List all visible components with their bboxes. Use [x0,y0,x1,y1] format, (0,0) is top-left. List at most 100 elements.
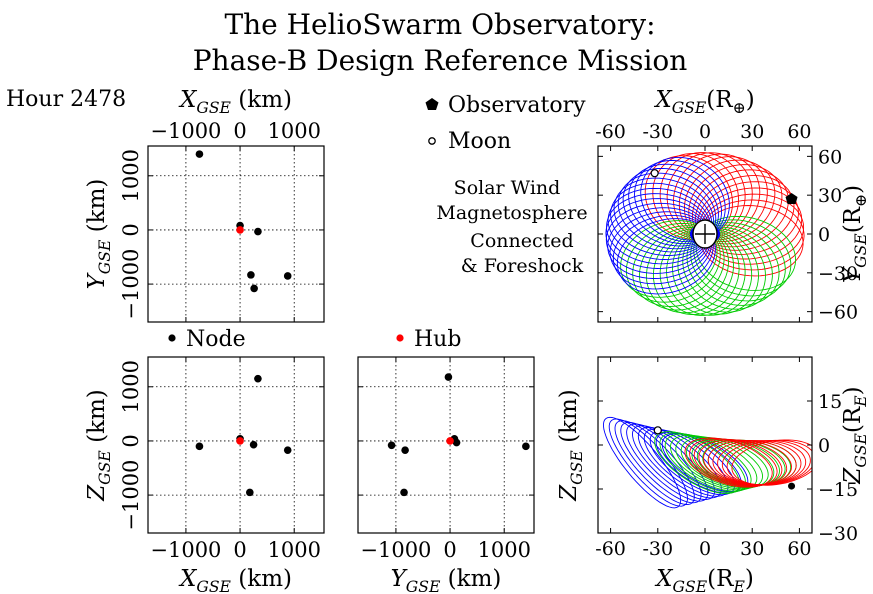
xy-re-panel: -60 -30 0 30 60 −60 −30 0 30 60 XGSE(R⊕) YGSE(R⊕) [595,87,869,324]
y-axis-label: ZGSE (km) [556,389,586,502]
moon-legend-marker [428,137,436,145]
magnetosphere-orbit [661,432,749,493]
connected-label: Connected [470,230,573,252]
magnetosphere-orbit [643,428,729,497]
moon-marker [653,426,662,435]
node-point [400,488,408,497]
y-tick-label: 60 [818,146,842,168]
y-axis-label: YGSE(R⊕) [840,185,870,283]
connected-orbit [664,433,752,492]
hub-point [446,437,454,445]
x-tick-label: −1000 [150,119,221,143]
magnetosphere-orbit [655,431,742,494]
node-point [246,488,254,497]
solar-wind-orbit [721,440,811,486]
y-tick-label: −1000 [119,249,143,320]
plot-frame [357,356,535,534]
x-tick-label: 30 [740,121,764,143]
figure-title-line2: Phase-B Design Reference Mission [193,44,688,77]
x-tick-label: 1000 [267,538,320,562]
y-tick-label: 1000 [119,149,143,202]
node-legend-label: Node [186,327,246,352]
y-tick-label: 1000 [119,360,143,413]
x-axis-label: XGSE(RE) [654,566,754,594]
x-tick-label: −1000 [360,538,431,562]
solar-wind-orbit [731,439,812,486]
node-point [283,446,292,454]
hub-legend-marker [396,334,404,342]
node-point [195,442,204,451]
x-tick-label: 1000 [477,538,530,562]
magnetosphere-orbit [620,421,702,504]
connected-orbit [670,434,758,491]
hub-legend-label: Hub [414,327,461,352]
y-tick-label: 0 [119,434,143,447]
node-point [452,438,461,447]
orbit-tracks [603,416,812,509]
node-point [387,441,396,450]
moon-legend-label: Moon [448,129,511,154]
y-tick-label: −15 [818,479,858,501]
node-point [247,271,255,279]
magnetosphere-orbit [626,423,709,502]
node-point [444,373,453,381]
y-tick-label: 0 [818,224,830,246]
y-tick-label: −60 [818,302,858,324]
node-point [249,440,258,449]
observatory-legend-label: Observatory [448,93,586,118]
x-axis-label: XGSE (km) [178,87,292,117]
yz-km-panel: −1000 0 1000 YGSE (km) ZGSE (km) [357,356,586,594]
solar-wind-orbit [726,439,812,486]
foreshock-label: & Foreshock [461,255,584,277]
x-tick-label: -30 [642,121,673,143]
xz-re-panel: -60 -30 0 30 60 −30 −15 0 15 XGSE(RE) ZGSE(RE) [595,356,870,594]
node-point [283,272,292,280]
solar-wind-label: Solar Wind [454,177,561,199]
solar-wind-orbit [717,440,807,486]
x-tick-label: 0 [443,538,456,562]
x-tick-label: -30 [642,538,673,560]
x-tick-label: 0 [699,538,711,560]
observatory-marker [788,482,796,490]
xz-km-panel: −1000 0 1000 −1000 0 1000 XGSE (km) ZGSE (km) [84,356,325,594]
solar-wind-orbit [689,438,778,487]
magnetosphere-label: Magnetosphere [436,202,587,224]
x-tick-label: 1000 [267,119,320,143]
y-tick-label: 0 [119,223,143,236]
hub-point [236,226,244,234]
x-tick-label: 60 [787,538,811,560]
connected-orbit [659,432,746,493]
y-tick-label: −30 [818,263,858,285]
figure-title-line1: The HelioSwarm Observatory: [224,8,655,41]
node-point [250,284,258,293]
observatory-legend-marker [425,98,439,110]
x-tick-label: 30 [740,538,764,560]
node-point [522,442,530,451]
y-axis-label: YGSE (km) [84,179,114,290]
x-tick-label: 0 [233,538,246,562]
hour-label: Hour 2478 [6,87,126,112]
x-tick-label: -60 [595,538,626,560]
connected-orbit [675,435,763,490]
y-tick-label: 30 [818,185,842,207]
x-axis-label: XGSE (km) [178,566,292,594]
y-tick-label: −30 [818,523,858,545]
connected-orbit [680,436,769,489]
connected-orbit [654,431,741,495]
x-axis-label: YGSE (km) [391,566,502,594]
moon-marker [650,169,659,178]
y-axis-label: ZGSE(RE) [840,386,870,484]
observatory-marker [785,193,798,205]
x-tick-label: 0 [699,121,711,143]
x-tick-label: 0 [233,119,246,143]
node-point [195,150,204,158]
magnetosphere-orbit [649,430,736,496]
y-tick-label: 15 [818,391,842,413]
solar-wind-orbit [684,437,773,488]
magnetosphere-orbit [614,420,695,505]
plot-frame [147,356,325,534]
plot-frame [147,145,325,323]
y-tick-label: 0 [818,435,830,457]
